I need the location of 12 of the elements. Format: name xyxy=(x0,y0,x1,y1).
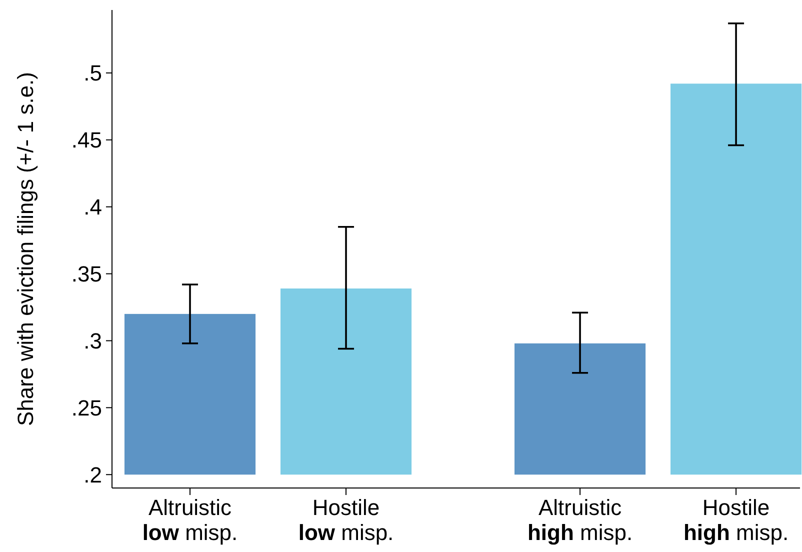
y-axis-title: Share with eviction filings (+/- 1 s.e.) xyxy=(13,72,38,426)
x-tick-label: Hostile high misp. xyxy=(683,495,789,545)
y-tick-label: .5 xyxy=(84,60,102,86)
y-tick-label: .2 xyxy=(84,462,102,488)
x-tick-label: Altruistic high misp. xyxy=(527,495,633,545)
y-tick-label: .35 xyxy=(71,261,102,286)
x-tick-label: Altruistic low misp. xyxy=(142,495,238,545)
y-tick-label: .25 xyxy=(71,395,102,420)
y-tick-label: .3 xyxy=(84,328,102,354)
x-tick-label: Hostile low misp. xyxy=(298,495,394,545)
y-tick-label: .4 xyxy=(84,194,102,220)
y-tick-label: .45 xyxy=(71,128,102,153)
